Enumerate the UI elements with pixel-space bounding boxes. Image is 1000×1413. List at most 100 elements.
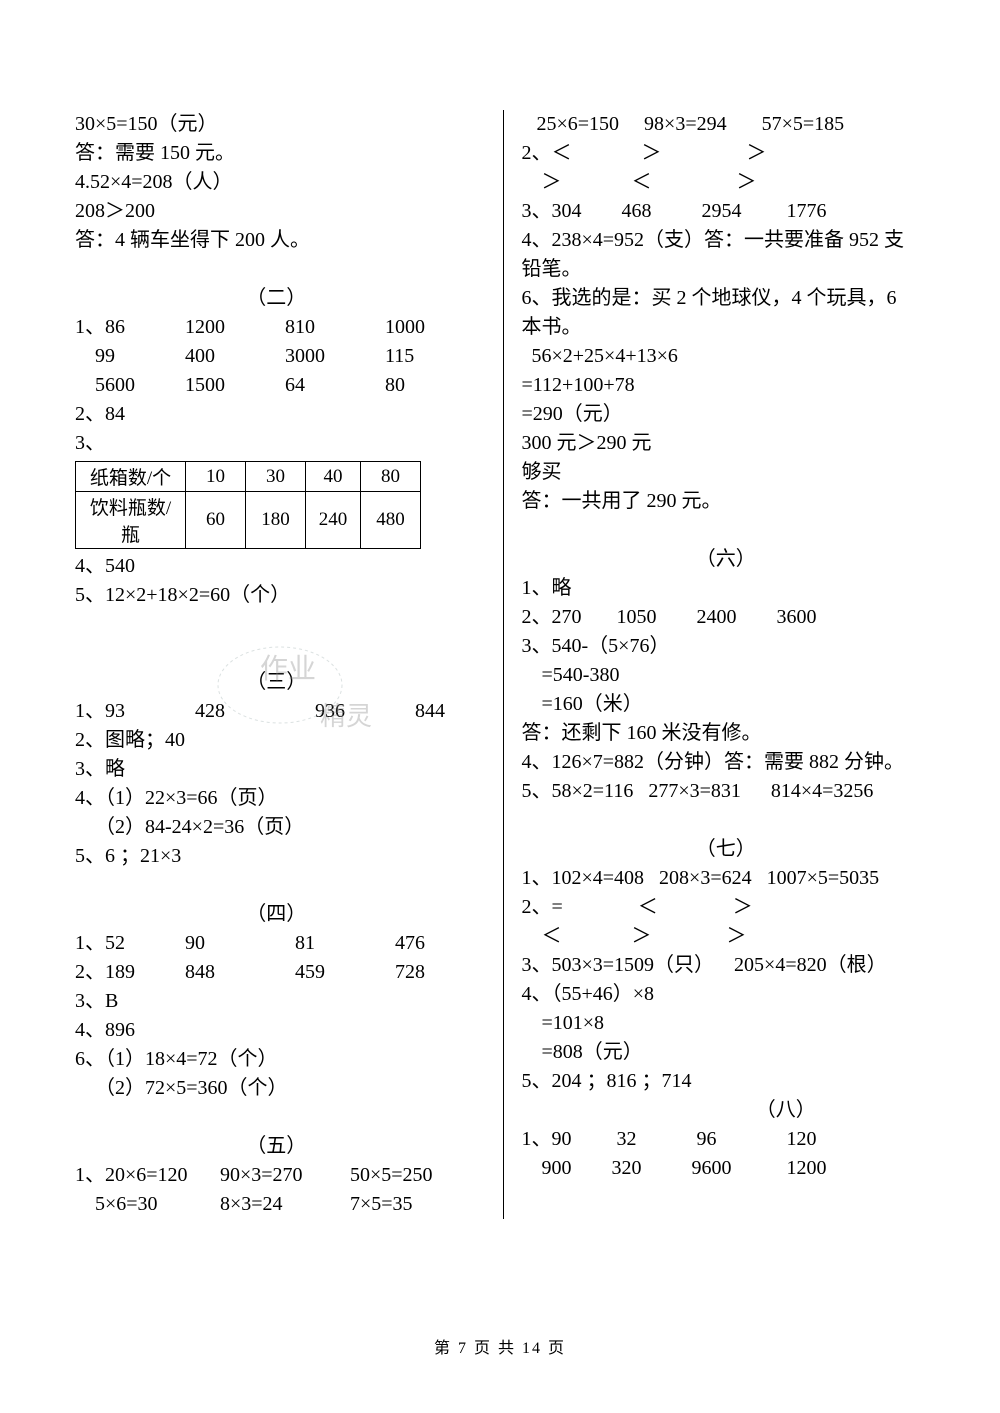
grid-row: 99 400 3000 115 xyxy=(75,342,478,371)
text-line: 答：需要 150 元。 xyxy=(75,139,478,168)
text-line: =290（元） xyxy=(522,400,931,429)
text-line: 208＞200 xyxy=(75,197,478,226)
section-title-8: （八） xyxy=(522,1096,931,1125)
cell: 90 xyxy=(185,929,295,958)
text-line: 6、我选的是：买 2 个地球仪，4 个玩具，6 xyxy=(522,284,931,313)
text-line: 5、204 ；816 ；714 xyxy=(522,1067,931,1096)
cell: 7×5=35 xyxy=(350,1190,413,1219)
table-row: 饮料瓶数/瓶 60 180 240 480 xyxy=(76,492,421,549)
text-line: 2、= ＜ ＞ xyxy=(522,893,931,922)
text-line: =808（元） xyxy=(522,1038,931,1067)
grid-row: 1、93 428 936 844 xyxy=(75,697,478,726)
grid-row: 1、52 90 81 476 xyxy=(75,929,478,958)
text-line: 4、126×7=882（分钟）答：需要 882 分钟。 xyxy=(522,748,931,777)
text-line: 4、896 xyxy=(75,1016,478,1045)
text-line: 2、84 xyxy=(75,400,478,429)
cell: 5600 xyxy=(75,371,185,400)
text-line: 300 元＞290 元 xyxy=(522,429,931,458)
th: 80 xyxy=(361,462,421,492)
cell: 90×3=270 xyxy=(220,1161,350,1190)
text-line: =101×8 xyxy=(522,1009,931,1038)
cell: 1000 xyxy=(385,313,425,342)
right-column: 25×6=150 98×3=294 57×5=185 2、＜ ＞ ＞ ＞ ＜ ＞… xyxy=(503,110,931,1219)
text-line: 4、（55+46）×8 xyxy=(522,980,931,1009)
cell: 5×6=30 xyxy=(75,1190,220,1219)
text-line: 25×6=150 98×3=294 57×5=185 xyxy=(522,110,931,139)
cell: 1、52 xyxy=(75,929,185,958)
text-line: 3、304 468 2954 1776 xyxy=(522,197,931,226)
cell: 1、93 xyxy=(75,697,195,726)
table-row: 纸箱数/个 10 30 40 80 xyxy=(76,462,421,492)
text-line: 5、12×2+18×2=60（个） xyxy=(75,581,478,610)
cell: 936 xyxy=(315,697,415,726)
cell: 50×5=250 xyxy=(350,1161,433,1190)
text-line: 3、503×3=1509（只） 205×4=820（根） xyxy=(522,951,931,980)
td: 240 xyxy=(306,492,361,549)
text-line: 6、（1）18×4=72（个） xyxy=(75,1045,478,1074)
data-table: 纸箱数/个 10 30 40 80 饮料瓶数/瓶 60 180 240 480 xyxy=(75,461,421,549)
text-line: =112+100+78 xyxy=(522,371,931,400)
section-title-4: （四） xyxy=(75,900,478,929)
text-line: 答：一共用了 290 元。 xyxy=(522,487,931,516)
cell: 728 xyxy=(395,958,425,987)
section-title-3: （三） xyxy=(75,668,478,697)
cell: 8×3=24 xyxy=(220,1190,350,1219)
th: 纸箱数/个 xyxy=(76,462,186,492)
th: 10 xyxy=(186,462,246,492)
text-line: 30×5=150（元） xyxy=(75,110,478,139)
grid-row: 5600 1500 64 80 xyxy=(75,371,478,400)
td: 60 xyxy=(186,492,246,549)
section-title-6: （六） xyxy=(522,545,931,574)
section-title-2: （二） xyxy=(75,284,478,313)
text-line: 5、58×2=116 277×3=831 814×4=3256 xyxy=(522,777,931,806)
text-line: 4、（1）22×3=66（页） xyxy=(75,784,478,813)
cell: 848 xyxy=(185,958,295,987)
text-line: 4、540 xyxy=(75,552,478,581)
cell: 1、86 xyxy=(75,313,185,342)
grid-row: 1、86 1200 810 1000 xyxy=(75,313,478,342)
text-line: 够买 xyxy=(522,458,931,487)
th: 30 xyxy=(246,462,306,492)
text-line: 答：还剩下 160 米没有修。 xyxy=(522,719,931,748)
text-line: 3、略 xyxy=(75,755,478,784)
cell: 810 xyxy=(285,313,385,342)
text-line: 3、 xyxy=(75,429,478,458)
cell: 64 xyxy=(285,371,385,400)
text-line: 1、略 xyxy=(522,574,931,603)
text-line: （2）84-24×2=36（页） xyxy=(75,813,478,842)
text-line: =160（米） xyxy=(522,690,931,719)
text-line: （2）72×5=360（个） xyxy=(75,1074,478,1103)
cell: 80 xyxy=(385,371,405,400)
text-line: 2、图略；40 xyxy=(75,726,478,755)
section-title-7: （七） xyxy=(522,835,931,864)
text-line: ＜ ＞ ＞ xyxy=(522,922,931,951)
cell: 1500 xyxy=(185,371,285,400)
grid-row: 5×6=30 8×3=24 7×5=35 xyxy=(75,1190,478,1219)
text-line: =540-380 xyxy=(522,661,931,690)
cell: 459 xyxy=(295,958,395,987)
td: 180 xyxy=(246,492,306,549)
text-line: 1、90 32 96 120 xyxy=(522,1125,931,1154)
text-line: 铅笔。 xyxy=(522,255,931,284)
cell: 3000 xyxy=(285,342,385,371)
text-line: 2、270 1050 2400 3600 xyxy=(522,603,931,632)
text-line: 3、540-（5×76） xyxy=(522,632,931,661)
text-line: 3、B xyxy=(75,987,478,1016)
cell: 81 xyxy=(295,929,395,958)
text-line: ＞ ＜ ＞ xyxy=(522,168,931,197)
td: 饮料瓶数/瓶 xyxy=(76,492,186,549)
grid-row: 1、20×6=120 90×3=270 50×5=250 xyxy=(75,1161,478,1190)
cell: 844 xyxy=(415,697,445,726)
cell: 1、20×6=120 xyxy=(75,1161,220,1190)
text-line: 2、＜ ＞ ＞ xyxy=(522,139,931,168)
grid-row: 2、189 848 459 728 xyxy=(75,958,478,987)
text-line: 56×2+25×4+13×6 xyxy=(522,342,931,371)
text-line: 4.52×4=208（人） xyxy=(75,168,478,197)
cell: 115 xyxy=(385,342,414,371)
th: 40 xyxy=(306,462,361,492)
text-line: 4、238×4=952（支）答：一共要准备 952 支 xyxy=(522,226,931,255)
page-footer: 第 7 页 共 14 页 xyxy=(0,1334,1000,1358)
cell: 428 xyxy=(195,697,315,726)
text-line: 本书。 xyxy=(522,313,931,342)
cell: 476 xyxy=(395,929,425,958)
